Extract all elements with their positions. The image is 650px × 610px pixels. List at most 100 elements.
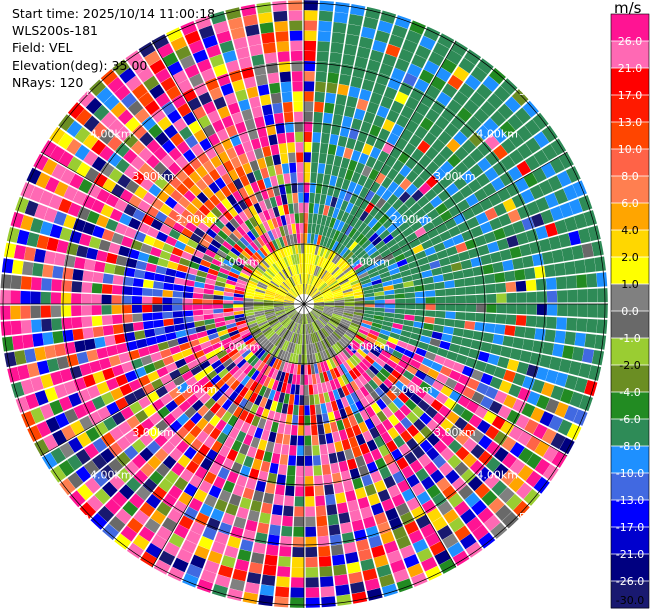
velocity-gate (501, 436, 517, 452)
velocity-gate (434, 549, 451, 565)
velocity-gate (390, 385, 402, 397)
velocity-gate (459, 533, 477, 550)
velocity-gate (374, 307, 385, 312)
velocity-gate (345, 137, 357, 150)
velocity-gate (305, 313, 309, 324)
velocity-gate (342, 288, 353, 294)
velocity-gate (468, 132, 484, 147)
velocity-gate (329, 379, 337, 391)
velocity-gate (329, 134, 339, 146)
velocity-gate (369, 250, 381, 260)
velocity-gate (435, 392, 449, 405)
velocity-gate (462, 329, 474, 339)
velocity-gate (442, 533, 459, 549)
velocity-gate (411, 189, 424, 202)
velocity-gate (359, 210, 369, 222)
velocity-gate (476, 382, 489, 395)
velocity-gate (475, 212, 489, 225)
velocity-gate (432, 274, 444, 283)
velocity-gate (309, 243, 314, 254)
velocity-gate (408, 529, 424, 544)
velocity-gate (366, 439, 378, 452)
velocity-gate (373, 315, 384, 321)
velocity-gate (552, 343, 565, 358)
velocity-gate (379, 573, 395, 588)
velocity-gate (340, 337, 350, 347)
velocity-gate (422, 221, 435, 233)
velocity-gate (312, 292, 321, 299)
velocity-gate (313, 363, 319, 374)
velocity-gate (364, 300, 375, 304)
velocity-gate (311, 291, 321, 298)
velocity-gate (329, 175, 338, 187)
velocity-gate (337, 353, 346, 364)
velocity-gate (464, 320, 476, 330)
velocity-gate (414, 226, 427, 238)
velocity-gate (351, 519, 365, 532)
velocity-gate (342, 349, 352, 359)
velocity-gate (392, 277, 403, 285)
velocity-gate (429, 260, 441, 270)
velocity-gate (320, 403, 328, 414)
velocity-gate (339, 261, 349, 270)
velocity-gate (304, 263, 306, 274)
velocity-gate (349, 256, 359, 266)
velocity-gate (490, 177, 505, 192)
colorbar-tick-label: -21.0 (616, 548, 644, 561)
velocity-gate (568, 198, 583, 215)
velocity-gate (319, 372, 325, 383)
velocity-gate (462, 453, 478, 468)
velocity-gate (316, 280, 325, 289)
velocity-gate (504, 270, 516, 282)
velocity-gate (359, 442, 370, 455)
velocity-gate (453, 176, 468, 190)
velocity-gate (503, 369, 516, 383)
velocity-gate (311, 152, 319, 163)
velocity-gate (447, 74, 464, 90)
velocity-gate (508, 425, 524, 441)
velocity-gate (378, 128, 391, 141)
velocity-gate (531, 379, 545, 394)
velocity-gate (522, 100, 539, 118)
velocity-gate (465, 541, 483, 558)
velocity-gate (376, 564, 392, 578)
velocity-gate (512, 220, 526, 234)
velocity-gate (372, 283, 383, 289)
velocity-gate (388, 243, 401, 253)
velocity-gate (469, 148, 485, 163)
velocity-gate (322, 290, 332, 296)
velocity-gate (415, 297, 426, 304)
velocity-gate (342, 249, 352, 259)
velocity-gate (334, 574, 349, 586)
velocity-gate (493, 446, 509, 463)
velocity-gate (398, 48, 414, 63)
velocity-gate (576, 274, 588, 289)
velocity-gate (578, 227, 591, 244)
velocity-gate (411, 375, 423, 387)
velocity-gate (314, 301, 325, 304)
colorbar-tick-label: -13.0 (616, 494, 644, 507)
velocity-gate (324, 337, 332, 348)
velocity-gate (351, 354, 362, 364)
velocity-gate (330, 317, 340, 324)
velocity-gate (380, 201, 392, 214)
velocity-gate (490, 110, 507, 127)
velocity-gate (460, 408, 474, 423)
velocity-gate (504, 96, 522, 113)
velocity-gate (525, 279, 537, 291)
velocity-gate (425, 304, 436, 311)
velocity-gate (376, 262, 387, 271)
velocity-gate (365, 405, 376, 418)
velocity-gate (418, 154, 432, 168)
velocity-gate (311, 289, 319, 298)
velocity-gate (382, 233, 394, 244)
velocity-gate (377, 244, 389, 254)
velocity-gate (430, 469, 445, 484)
velocity-gate (376, 371, 387, 383)
velocity-gate (425, 310, 436, 317)
velocity-gate (476, 304, 487, 313)
velocity-gate (363, 213, 374, 225)
velocity-gate (344, 301, 355, 304)
velocity-gate (449, 390, 462, 403)
velocity-gate (316, 173, 324, 184)
